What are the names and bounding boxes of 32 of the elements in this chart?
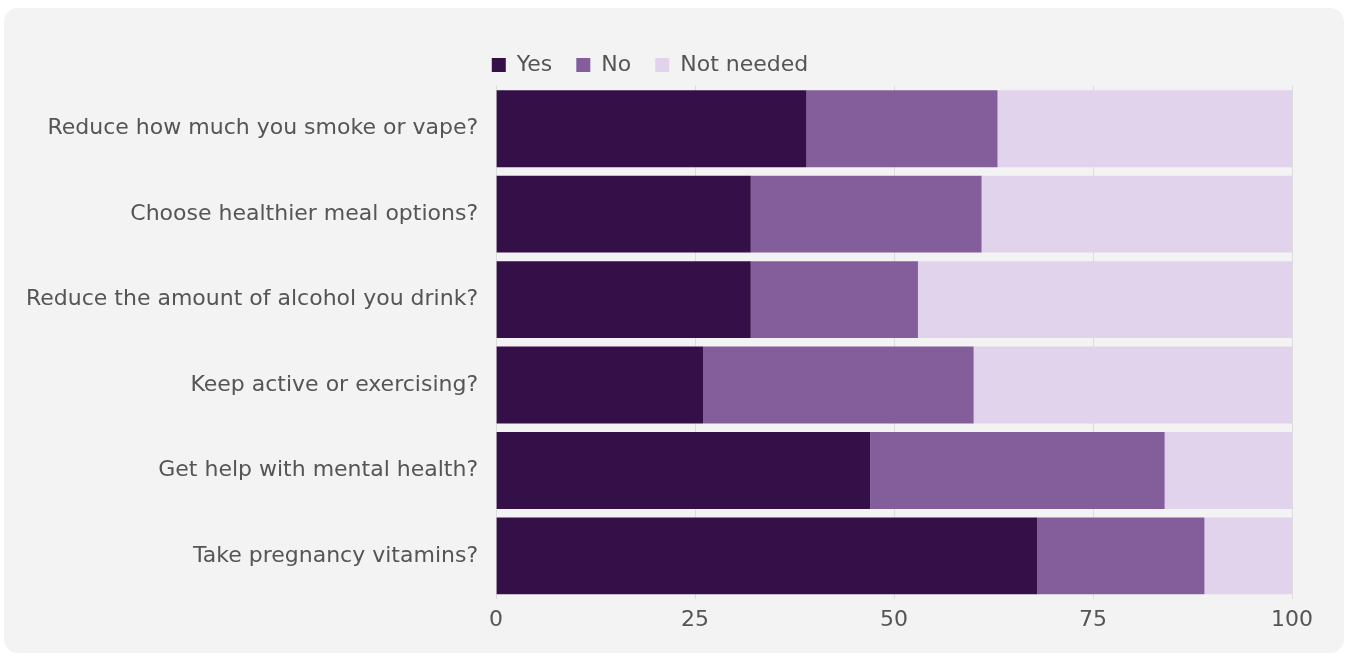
bar [750,261,918,339]
x-tick-label: 75 [1079,605,1108,631]
x-tick-label: 50 [880,605,909,631]
y-tick-label: Get help with mental health? [158,456,479,482]
bar [703,346,974,424]
legend-label: Yes [515,50,553,76]
bar [496,261,751,339]
y-tick-label: Choose healthier meal options? [130,199,479,225]
bar [496,175,751,253]
bar [806,90,998,168]
x-tick-label: 100 [1271,605,1313,631]
bar [496,517,1038,595]
x-tick-label: 25 [681,605,710,631]
bar [997,90,1292,168]
bar [750,175,982,253]
bar [496,346,704,424]
bar [973,346,1292,424]
bar [917,261,1292,339]
y-tick-label: Take pregnancy vitamins? [191,541,479,567]
bar [496,432,871,509]
bar [981,175,1292,253]
bar [870,432,1165,509]
y-tick-label: Keep active or exercising? [190,370,479,396]
bar [1164,432,1292,509]
bar [1204,517,1292,595]
legend-label: Not needed [680,50,809,76]
y-tick-label: Reduce how much you smoke or vape? [47,114,479,140]
bar [1037,517,1205,595]
y-tick-label: Reduce the amount of alcohol you drink? [25,285,479,311]
x-tick-label: 0 [489,605,504,631]
bar [496,90,807,168]
legend-label: No [601,50,632,76]
